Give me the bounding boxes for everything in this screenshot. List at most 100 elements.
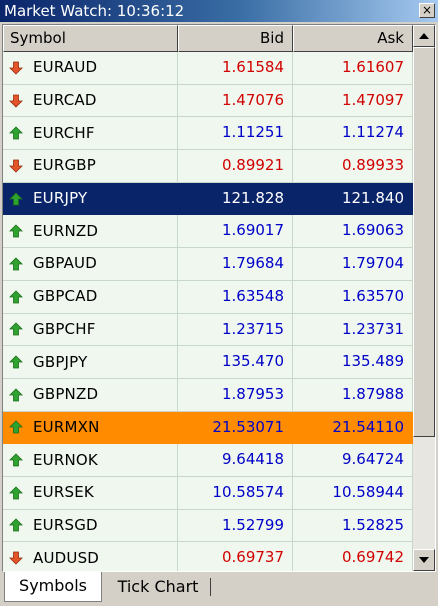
column-header-bid[interactable]: Bid — [178, 25, 293, 52]
green-up-arrow-icon — [9, 388, 33, 402]
symbol-name: GBPCHF — [33, 319, 96, 338]
symbol-name: GBPAUD — [33, 254, 97, 273]
table-row[interactable]: EURSGD 1.52799 1.52825 — [3, 509, 413, 543]
tab-symbols[interactable]: Symbols — [4, 572, 102, 602]
table-row[interactable]: GBPCAD 1.63548 1.63570 — [3, 280, 413, 314]
bid-cell[interactable]: 1.79684 — [178, 248, 293, 281]
column-header-symbol[interactable]: Symbol — [3, 25, 178, 52]
bid-cell[interactable]: 1.69017 — [178, 215, 293, 249]
ask-cell[interactable]: 10.58944 — [293, 476, 413, 510]
symbol-cell[interactable]: GBPCAD — [3, 280, 178, 314]
scroll-up-button[interactable] — [413, 25, 435, 47]
table-row[interactable]: EURCHF 1.11251 1.11274 — [3, 117, 413, 151]
ask-cell[interactable]: 121.840 — [293, 182, 413, 216]
green-up-arrow-icon — [9, 290, 33, 304]
bid-cell[interactable]: 1.63548 — [178, 280, 293, 314]
ask-cell[interactable]: 1.61607 — [293, 52, 413, 85]
symbol-cell[interactable]: EURSGD — [3, 509, 178, 543]
symbol-cell[interactable]: EURNZD — [3, 215, 178, 249]
symbol-name: GBPJPY — [33, 352, 88, 371]
symbol-cell[interactable]: GBPJPY — [3, 346, 178, 379]
green-up-arrow-icon — [9, 322, 33, 336]
symbol-cell[interactable]: GBPAUD — [3, 248, 178, 281]
symbol-cell[interactable]: EURCAD — [3, 84, 178, 118]
symbol-cell[interactable]: GBPCHF — [3, 313, 178, 347]
bid-cell[interactable]: 9.64418 — [178, 444, 293, 477]
ask-cell[interactable]: 1.63570 — [293, 280, 413, 314]
close-button[interactable]: × — [419, 3, 435, 18]
table-row[interactable]: EURNZD 1.69017 1.69063 — [3, 215, 413, 249]
bid-cell[interactable]: 21.53071 — [178, 411, 293, 445]
ask-cell[interactable]: 1.23731 — [293, 313, 413, 347]
table-row[interactable]: EURAUD 1.61584 1.61607 — [3, 52, 413, 85]
ask-cell[interactable]: 1.79704 — [293, 248, 413, 281]
close-icon: × — [421, 3, 433, 17]
ask-cell[interactable]: 1.52825 — [293, 509, 413, 543]
bid-cell[interactable]: 1.47076 — [178, 84, 293, 118]
table-row[interactable]: GBPNZD 1.87953 1.87988 — [3, 378, 413, 412]
table-row[interactable]: EURMXN 21.53071 21.54110 — [3, 411, 413, 445]
symbol-cell[interactable]: EURJPY — [3, 182, 178, 216]
bid-cell[interactable]: 1.52799 — [178, 509, 293, 543]
symbol-cell[interactable]: EURSEK — [3, 476, 178, 510]
bid-cell[interactable]: 121.828 — [178, 182, 293, 216]
scroll-up-arrow-icon — [419, 33, 429, 39]
symbol-cell[interactable]: EURAUD — [3, 52, 178, 85]
ask-cell[interactable]: 1.47097 — [293, 84, 413, 118]
ask-cell[interactable]: 1.69063 — [293, 215, 413, 249]
symbol-cell[interactable]: EURMXN — [3, 411, 178, 445]
ask-cell[interactable]: 135.489 — [293, 346, 413, 379]
green-up-arrow-icon — [9, 126, 33, 140]
symbol-cell[interactable]: EURNOK — [3, 444, 178, 477]
bid-cell[interactable]: 135.470 — [178, 346, 293, 379]
table-row[interactable]: EURSEK 10.58574 10.58944 — [3, 476, 413, 510]
ask-cell[interactable]: 0.69742 — [293, 542, 413, 571]
bid-cell[interactable]: 1.61584 — [178, 52, 293, 85]
green-up-arrow-icon — [9, 257, 33, 271]
table-row[interactable]: EURJPY 121.828 121.840 — [3, 182, 413, 216]
bid-cell[interactable]: 1.23715 — [178, 313, 293, 347]
ask-cell[interactable]: 1.87988 — [293, 378, 413, 412]
bid-cell[interactable]: 0.69737 — [178, 542, 293, 571]
symbol-cell[interactable]: EURCHF — [3, 117, 178, 151]
scroll-thumb[interactable] — [413, 47, 435, 437]
tab-bar: Symbols Tick Chart — [0, 572, 438, 606]
window-title: Market Watch: 10:36:12 — [4, 2, 185, 20]
tab-tick-chart[interactable]: Tick Chart — [117, 577, 199, 596]
red-down-arrow-icon — [9, 159, 33, 173]
ask-cell[interactable]: 21.54110 — [293, 411, 413, 445]
symbol-cell[interactable]: GBPNZD — [3, 378, 178, 412]
ask-cell[interactable]: 0.89933 — [293, 150, 413, 183]
symbol-name: EURAUD — [33, 58, 98, 77]
symbol-name: AUDUSD — [33, 548, 100, 567]
vertical-scrollbar[interactable] — [413, 25, 435, 571]
green-up-arrow-icon — [9, 355, 33, 369]
symbol-name: GBPNZD — [33, 385, 99, 404]
ask-cell[interactable]: 9.64724 — [293, 444, 413, 477]
table-header: Symbol Bid Ask — [3, 25, 413, 52]
green-up-arrow-icon — [9, 486, 33, 500]
red-down-arrow-icon — [9, 551, 33, 565]
bid-cell[interactable]: 1.87953 — [178, 378, 293, 412]
table-row[interactable]: GBPAUD 1.79684 1.79704 — [3, 248, 413, 281]
symbol-name: EURJPY — [33, 189, 88, 208]
market-watch-panel: Symbol Bid Ask EURAUD 1.61584 1.61607 EURCA… — [2, 24, 436, 572]
scroll-down-button[interactable] — [413, 549, 435, 571]
table-row[interactable]: GBPCHF 1.23715 1.23731 — [3, 313, 413, 347]
symbol-cell[interactable]: EURGBP — [3, 150, 178, 183]
column-header-ask[interactable]: Ask — [293, 25, 413, 52]
symbol-cell[interactable]: AUDUSD — [3, 542, 178, 571]
title-bar: Market Watch: 10:36:12 × — [0, 0, 438, 22]
table-row[interactable]: EURNOK 9.64418 9.64724 — [3, 444, 413, 477]
red-down-arrow-icon — [9, 94, 33, 108]
bid-cell[interactable]: 1.11251 — [178, 117, 293, 151]
table-row[interactable]: EURCAD 1.47076 1.47097 — [3, 84, 413, 118]
symbol-name: EURNOK — [33, 450, 98, 469]
red-down-arrow-icon — [9, 61, 33, 75]
ask-cell[interactable]: 1.11274 — [293, 117, 413, 151]
bid-cell[interactable]: 0.89921 — [178, 150, 293, 183]
table-row[interactable]: AUDUSD 0.69737 0.69742 — [3, 542, 413, 571]
table-row[interactable]: GBPJPY 135.470 135.489 — [3, 346, 413, 379]
bid-cell[interactable]: 10.58574 — [178, 476, 293, 510]
table-row[interactable]: EURGBP 0.89921 0.89933 — [3, 150, 413, 183]
